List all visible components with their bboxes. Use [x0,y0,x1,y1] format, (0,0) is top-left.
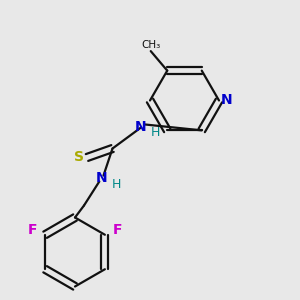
Text: H: H [151,125,160,139]
Text: H: H [111,178,121,191]
Text: N: N [135,120,147,134]
Text: CH₃: CH₃ [141,40,161,50]
Text: N: N [221,94,232,107]
Text: N: N [95,171,107,185]
Text: F: F [113,223,122,237]
Text: F: F [28,223,37,237]
Text: S: S [74,150,84,164]
